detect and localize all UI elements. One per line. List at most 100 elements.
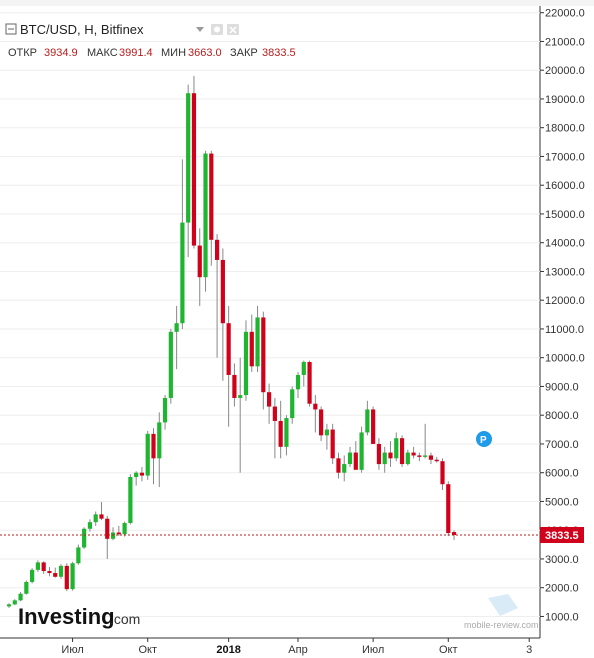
candle-down [197,245,202,278]
candle-down [261,317,266,393]
candle-down [399,438,405,465]
candle-up [238,395,243,398]
y-tick-label: 17000.0 [545,151,585,163]
x-tick-label: 2018 [216,644,240,656]
candle-up [12,600,17,605]
y-tick-label: 14000.0 [545,238,585,250]
candle-up [18,593,23,601]
candle-down [440,461,445,485]
candle-up [24,581,29,594]
candle-down [353,452,358,470]
candle-down [319,409,324,436]
y-tick-label: 5000.0 [545,496,579,508]
high-label: МАКС [87,47,118,59]
candle-up [301,362,306,375]
y-tick-label: 19000.0 [545,94,585,106]
y-ticks: 1000.02000.03000.04000.05000.06000.07000… [540,8,585,623]
candle-down [64,565,69,590]
candle-up [203,153,208,278]
collapse-icon[interactable] [5,23,17,35]
chart-title: BTC/USD, H, Bitfinex [20,22,144,37]
candle-down [99,514,104,519]
candle-up [82,528,87,548]
candle-down [232,374,237,398]
x-ticks: Июл Окт 2018 Апр Июл Окт 3 [61,638,532,656]
watermark-logo-shape [488,594,518,616]
last-price-text: 3833.5 [545,530,579,542]
candle-up [30,569,35,582]
chevron-down-icon[interactable] [196,27,204,32]
candle-up [359,432,364,470]
candle-up [157,422,162,459]
y-tick-label: 12000.0 [545,295,585,307]
y-tick-label: 10000.0 [545,353,585,365]
high-value: 3991.4 [119,47,153,59]
close-label: ЗАКР [230,47,258,59]
candles [6,75,457,608]
x-tick-label: Апр [288,644,307,656]
candle-up [405,452,410,465]
candle-up [347,452,353,465]
y-tick-label: 1000.0 [545,611,579,623]
candle-down [214,239,220,260]
candle-down [428,455,434,460]
candle-up [324,429,329,436]
y-tick-label: 15000.0 [545,209,585,221]
open-label: ОТКР [8,47,37,59]
y-tick-label: 13000.0 [545,266,585,278]
close-value: 3833.5 [262,47,296,59]
close-icon-stroke-b [229,26,237,34]
low-value: 3663.0 [188,47,222,59]
candle-down [53,573,58,577]
y-tick-label: 21000.0 [545,36,585,48]
candle-down [151,433,156,459]
candle-down [434,459,439,462]
y-tick-label: 20000.0 [545,65,585,77]
last-price-tag-bg [540,526,584,543]
grid [0,12,540,617]
candle-up [162,397,168,423]
candle-down [267,392,272,407]
x-tick-label: 3 [526,644,532,656]
candle-down [330,429,335,459]
candle-down [307,362,312,404]
settings-icon-center [214,26,220,33]
y-tick-label: 22000.0 [545,8,585,20]
candle-down [220,259,225,324]
candle-up [134,472,139,478]
x-tick-label: Окт [138,644,157,656]
y-tick-label: 18000.0 [545,123,585,135]
last-price-tag: 3833.5 [540,526,584,543]
investing-logo-suffix: .com [110,611,140,627]
low-label: МИН [161,47,186,59]
watermark-logo [488,594,518,616]
candle-down [278,420,283,447]
candle-up [122,523,127,535]
candle-down [371,409,376,444]
investing-logo: Investing [18,604,115,629]
event-marker-label: P [480,435,487,446]
candle-up [342,464,347,473]
x-tick-label: Июл [61,644,83,656]
candle-up [35,562,40,570]
candle-up [87,522,93,529]
candle-down [272,406,277,421]
candle-down [336,458,341,473]
y-tick-label: 2000.0 [545,583,579,595]
candle-up [186,93,191,223]
candle-up [110,532,116,539]
event-marker-icon[interactable] [476,431,492,447]
candle-up [295,374,301,390]
candle-down [388,452,393,459]
candle-up [128,477,133,524]
candle-up [382,452,387,465]
candle-down [446,484,451,534]
candle-up [290,389,295,419]
y-tick-label: 11000.0 [545,324,584,336]
y-tick-label: 7000.0 [545,439,579,451]
candle-down [417,455,422,457]
candle-down [139,472,145,476]
candle-up [174,323,179,332]
candle-down [47,571,52,574]
